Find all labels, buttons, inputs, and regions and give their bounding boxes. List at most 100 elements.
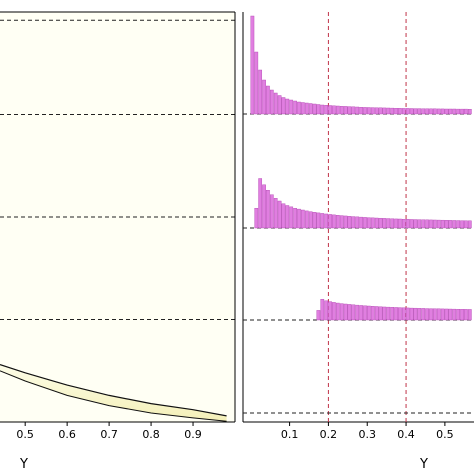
left-lower-edge-line [0, 370, 227, 422]
left-panel-plot: 0.5 0.6 0.7 0.8 0.9 Y [0, 11, 236, 472]
histogram-bar [398, 218, 402, 229]
histogram-bar [293, 207, 297, 229]
histogram-bar [405, 219, 410, 229]
histogram-bar [467, 309, 472, 321]
histogram-bar [355, 106, 360, 115]
histogram-bar [324, 213, 329, 229]
left-x-tick-label: 0.7 [100, 428, 118, 441]
histogram-series-2 [254, 178, 472, 229]
histogram-bar [266, 85, 270, 115]
right-x-tick-label: 0.3 [358, 428, 376, 441]
histogram-bar [436, 108, 441, 115]
histogram-bar [312, 212, 317, 229]
histogram-bar [266, 189, 270, 229]
right-x-tick-label: 0.2 [320, 428, 338, 441]
right-x-tick-label: 0.5 [436, 428, 454, 441]
histogram-bar [401, 108, 406, 115]
histogram-bar [359, 216, 363, 229]
histogram-bar [250, 15, 255, 115]
histogram-bar [339, 105, 344, 115]
histogram-bar [332, 105, 336, 115]
histogram-bar [312, 103, 317, 115]
histogram-bar [460, 220, 464, 229]
histogram-bar [386, 306, 391, 321]
histogram-bar [448, 308, 453, 321]
histogram-bar [273, 198, 278, 229]
right-panel-histograms: 0.1 0.2 0.3 0.4 0.5 Y [242, 12, 474, 472]
histogram-bar [413, 108, 418, 115]
histogram-bar [464, 309, 468, 321]
histogram-bar [301, 209, 305, 229]
histogram-bar [421, 219, 426, 229]
histogram-bar [335, 215, 340, 229]
histogram-bar [297, 101, 301, 115]
histogram-bar [448, 108, 453, 115]
histogram-series-1 [250, 15, 472, 115]
histogram-bar [433, 308, 437, 321]
histogram-bar [394, 107, 398, 115]
histogram-bar [398, 108, 402, 115]
histogram-bar [409, 108, 414, 115]
left-x-axis-label: Y [19, 457, 28, 472]
histogram-bar [301, 102, 305, 115]
histogram-bar [351, 216, 356, 229]
histogram-bar [460, 309, 464, 321]
histogram-bar [417, 219, 422, 229]
histogram-bar [297, 208, 301, 229]
histogram-bar [277, 95, 282, 115]
histogram-bar [374, 107, 379, 115]
histogram-bar [409, 307, 414, 321]
histogram-bar [335, 105, 340, 115]
left-x-tick-label: 0.6 [58, 428, 76, 441]
histogram-bar [269, 89, 274, 115]
histogram-bar [343, 215, 348, 229]
histogram-bar [436, 219, 441, 229]
histogram-bar [258, 178, 263, 229]
histogram-bar [335, 302, 340, 321]
histogram-bar [304, 210, 309, 229]
histogram-bar [444, 308, 449, 321]
histogram-bar [359, 305, 363, 321]
histogram-bar [460, 108, 464, 115]
histogram-bar [343, 303, 348, 321]
histogram-bar [452, 108, 457, 115]
left-upper-edge-line [0, 364, 227, 417]
right-x-tick-label: 0.4 [397, 428, 415, 441]
left-x-axis-ticks: 0.5 0.6 0.7 0.8 0.9 [16, 422, 202, 441]
histogram-bar [277, 200, 282, 229]
histogram-bar [390, 307, 395, 321]
histogram-bar [262, 79, 266, 115]
histogram-bar [328, 301, 332, 321]
histogram-bar [324, 300, 329, 321]
histogram-bar [382, 306, 387, 321]
histogram-bar [374, 217, 379, 229]
histogram-bar [289, 206, 294, 229]
histogram-bar [429, 308, 433, 321]
histogram-bar [398, 307, 402, 321]
histogram-bar [320, 213, 325, 229]
histogram-bar [363, 305, 367, 321]
histogram-bar [363, 107, 367, 115]
histogram-bar [433, 219, 437, 229]
histogram-bar [332, 214, 336, 229]
left-x-tick-label: 0.5 [16, 428, 34, 441]
histogram-bar [367, 217, 371, 229]
histogram-bar [440, 219, 445, 229]
histogram-bar [370, 306, 375, 321]
histogram-bar [343, 106, 348, 115]
histogram-bar [382, 218, 387, 229]
histogram-bar [320, 299, 325, 321]
histogram-bar [417, 108, 422, 115]
histogram-bar [401, 218, 406, 229]
left-filled-region [0, 364, 227, 422]
histogram-bar [374, 306, 379, 321]
histogram-bar [328, 105, 332, 115]
histogram-bar [370, 107, 375, 115]
histogram-bar [254, 207, 259, 229]
histogram-series-3 [316, 299, 472, 321]
histogram-bar [332, 302, 336, 321]
histogram-bar [281, 97, 286, 115]
histogram-bar [363, 217, 367, 229]
histogram-bar [440, 308, 445, 321]
histogram-bar [464, 220, 468, 229]
